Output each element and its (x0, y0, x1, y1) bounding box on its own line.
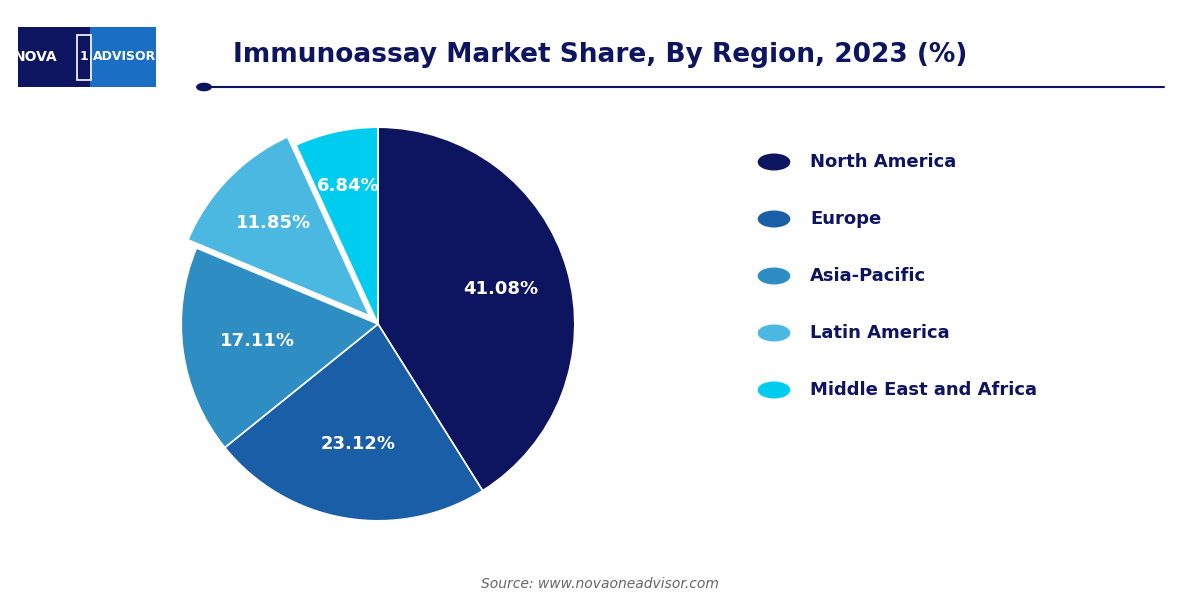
Text: 1: 1 (80, 50, 89, 64)
Text: Source: www.novaoneadvisor.com: Source: www.novaoneadvisor.com (481, 577, 719, 591)
Wedge shape (224, 324, 482, 521)
Text: Middle East and Africa: Middle East and Africa (810, 381, 1037, 399)
Wedge shape (181, 248, 378, 448)
Text: North America: North America (810, 153, 956, 171)
Text: Latin America: Latin America (810, 324, 949, 342)
Text: Asia-Pacific: Asia-Pacific (810, 267, 926, 285)
Bar (90, 27, 156, 87)
Wedge shape (188, 137, 370, 316)
Text: 6.84%: 6.84% (317, 176, 379, 194)
Text: 41.08%: 41.08% (463, 280, 539, 298)
Text: Europe: Europe (810, 210, 881, 228)
Text: ADVISOR: ADVISOR (92, 50, 156, 64)
Text: 23.12%: 23.12% (320, 436, 395, 454)
Text: NOVA: NOVA (14, 50, 58, 64)
Bar (18, 27, 90, 87)
Bar (77, 34, 91, 79)
Text: 17.11%: 17.11% (220, 332, 295, 350)
Wedge shape (378, 127, 575, 491)
Text: Immunoassay Market Share, By Region, 2023 (%): Immunoassay Market Share, By Region, 202… (233, 42, 967, 68)
Text: 11.85%: 11.85% (235, 214, 311, 232)
Wedge shape (296, 127, 378, 324)
